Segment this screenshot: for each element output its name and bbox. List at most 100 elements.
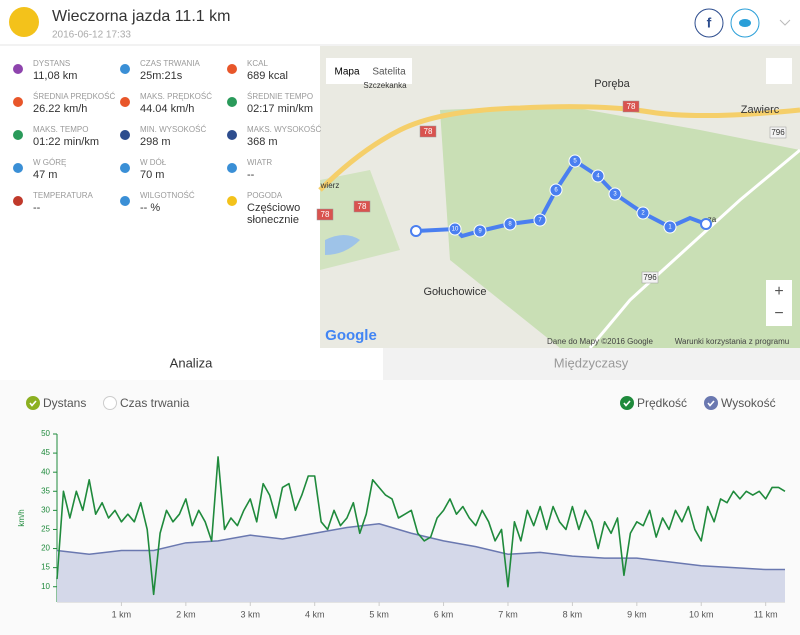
x-option: Czas trwania xyxy=(120,396,190,410)
route-marker-label: 5 xyxy=(573,159,577,165)
expand-arrow[interactable] xyxy=(779,19,791,26)
check-mark xyxy=(29,400,37,407)
route-marker xyxy=(591,169,605,183)
x-option: Dystans xyxy=(43,396,86,410)
map-button[interactable]: Mapa xyxy=(334,67,359,78)
route-marker-label: 6 xyxy=(554,188,558,194)
stat-label: MAKS. TEMPO xyxy=(33,125,88,134)
stat-label: W DÓŁ xyxy=(140,158,167,167)
y-axis-label: km/h xyxy=(17,509,26,526)
stat-label: WIATR xyxy=(247,158,272,167)
stat-icon xyxy=(227,97,237,107)
stat-value: 26.22 km/h xyxy=(33,103,87,115)
stat-icon xyxy=(13,196,23,206)
fullscreen-button[interactable] xyxy=(766,58,792,84)
route-marker-label: 4 xyxy=(596,174,600,180)
zoom-out[interactable]: − xyxy=(774,305,783,322)
legend-label: Prędkość xyxy=(637,396,687,410)
y-tick-label: 45 xyxy=(41,448,50,457)
stat-icon xyxy=(120,163,130,173)
twitter-icon xyxy=(739,19,751,27)
stat-icon xyxy=(227,64,237,74)
x-tick-label: 8 km xyxy=(563,609,583,619)
stat-icon xyxy=(227,196,237,206)
place-label: Zawierc xyxy=(741,104,780,116)
stat-icon xyxy=(13,163,23,173)
route-marker-label: 3 xyxy=(613,192,617,198)
road-shield xyxy=(641,271,659,284)
stat-value: -- xyxy=(247,169,255,181)
stat-value: -- % xyxy=(140,202,160,214)
map-attribution: Dane do Mapy ©2016 Google xyxy=(547,337,654,346)
y-tick-label: 10 xyxy=(41,582,50,591)
stat-value: 25m:21s xyxy=(140,70,183,82)
x-tick-label: 6 km xyxy=(434,609,454,619)
road xyxy=(588,148,800,349)
stat-value: 298 m xyxy=(140,136,171,148)
route-marker-label: 9 xyxy=(478,229,482,235)
road-number: 796 xyxy=(771,128,785,137)
elevation-area xyxy=(57,523,785,602)
legend-check xyxy=(704,396,718,410)
stat-value: 02:17 min/km xyxy=(247,103,313,115)
x-tick-label: 5 km xyxy=(369,609,389,619)
route-marker xyxy=(473,224,487,238)
stat-value: Częściowo słonecznie xyxy=(247,202,300,226)
legend-check xyxy=(26,396,40,410)
route-marker xyxy=(533,213,547,227)
y-tick-label: 25 xyxy=(41,525,50,534)
route-marker-label: 7 xyxy=(538,218,542,224)
stat-icon xyxy=(120,196,130,206)
route-marker xyxy=(636,206,650,220)
road-number: 78 xyxy=(358,202,367,211)
route-marker-label: 1 xyxy=(668,225,672,231)
x-tick-label: 9 km xyxy=(627,609,647,619)
stat-icon xyxy=(120,130,130,140)
map-button[interactable]: Satelita xyxy=(372,67,406,78)
activity-icon xyxy=(9,7,39,37)
map-terms[interactable]: Warunki korzystania z programu xyxy=(675,337,789,346)
road xyxy=(318,104,800,192)
check-mark xyxy=(623,400,631,407)
lake xyxy=(325,235,360,255)
facebook-button[interactable] xyxy=(694,8,724,38)
road-shield xyxy=(316,208,334,221)
stat-label: MAKS. PRĘDKOŚĆ xyxy=(140,92,212,101)
speed-line xyxy=(56,456,786,596)
x-tick-label: 2 km xyxy=(176,609,196,619)
map-type-control xyxy=(326,58,412,84)
legend-label: Wysokość xyxy=(721,396,776,410)
road-shield xyxy=(622,100,640,113)
stat-icon xyxy=(227,130,237,140)
stat-value: 368 m xyxy=(247,136,278,148)
legend-check xyxy=(103,396,117,410)
route-marker xyxy=(549,183,563,197)
y-tick-label: 40 xyxy=(41,467,50,476)
y-tick-label: 15 xyxy=(41,563,50,572)
road-shield xyxy=(419,125,437,138)
activity-title: Wieczorna jazda 11.1 km xyxy=(52,8,230,25)
facebook-icon: f xyxy=(707,15,712,31)
road-number: 78 xyxy=(627,102,636,111)
stat-label: POGODA xyxy=(247,191,283,200)
check-mark xyxy=(707,400,715,407)
stat-label: KCAL xyxy=(247,59,268,68)
place-label: Szczekanka xyxy=(363,81,407,90)
route-marker xyxy=(568,154,582,168)
map[interactable]: Mapa Satelita + − Google Dane do Mapy ©2… xyxy=(318,46,800,349)
place-label: Gołuchowice xyxy=(424,286,487,298)
zoom-control xyxy=(766,280,792,326)
tab[interactable] xyxy=(383,348,800,380)
y-tick-label: 35 xyxy=(41,486,50,495)
place-label: Poręba xyxy=(594,78,630,90)
route-marker xyxy=(448,222,462,236)
stat-icon xyxy=(13,97,23,107)
road-shield xyxy=(353,200,371,213)
zoom-in[interactable]: + xyxy=(774,283,783,300)
x-tick-label: 1 km xyxy=(112,609,132,619)
end-pin xyxy=(700,218,712,230)
tab-active[interactable] xyxy=(0,348,383,380)
x-tick-label: 7 km xyxy=(498,609,518,619)
stat-value: 44.04 km/h xyxy=(140,103,194,115)
